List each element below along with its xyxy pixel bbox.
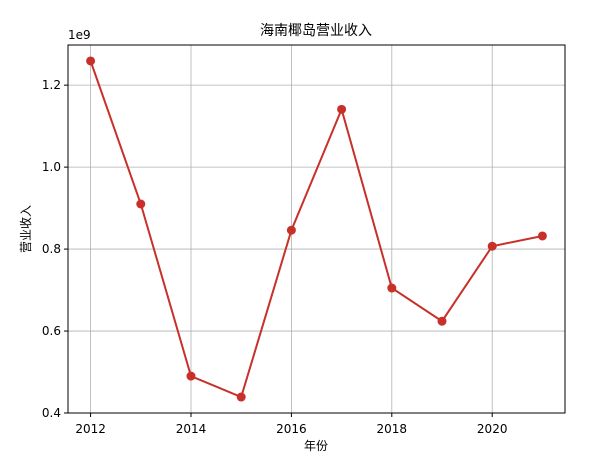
x-tick-label: 2014 [176,422,207,436]
marker [286,225,296,235]
plot-frame [67,44,566,414]
y-offset-label: 1e9 [68,28,91,42]
x-tick-label: 2018 [377,422,408,436]
x-tick-label: 2020 [477,422,508,436]
marker [86,56,96,66]
x-tick-label: 2012 [75,422,106,436]
marker [387,283,397,293]
marker [487,241,497,251]
marker [537,231,547,241]
marker [136,199,146,209]
line [89,60,543,399]
marker [186,371,196,381]
y-tick-label: 0.8 [42,242,61,256]
y-tick-label: 1.2 [42,78,61,92]
y-tick-label: 1.0 [42,160,61,174]
y-tick-label: 0.6 [42,324,61,338]
y-tick-label: 0.4 [42,406,61,420]
marker [337,104,347,114]
marker [437,316,447,326]
marker [236,392,246,402]
y-axis-label: 营业收入 [19,205,33,253]
x-tick-label: 2016 [276,422,307,436]
chart-title: 海南椰岛营业收入 [260,23,372,39]
x-axis-label: 年份 [304,439,328,453]
